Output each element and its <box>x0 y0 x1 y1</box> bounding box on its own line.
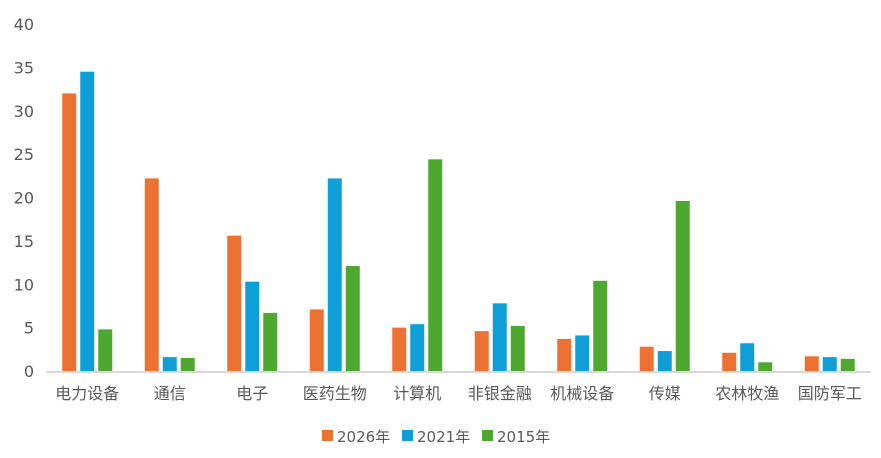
legend-swatch-2026年 <box>322 430 333 441</box>
bar-2015年-计算机 <box>428 159 443 371</box>
bar-2015年-机械设备 <box>593 280 608 371</box>
bar-2021年-传媒 <box>657 351 672 371</box>
x-tick-label: 电力设备 <box>55 384 119 403</box>
bar-2021年-医药生物 <box>327 178 342 371</box>
x-tick-label: 机械设备 <box>550 384 614 403</box>
y-tick-label: 35 <box>14 58 34 77</box>
x-tick-label: 通信 <box>154 384 186 403</box>
x-tick-label: 农林牧渔 <box>715 384 779 403</box>
bar-2021年-电子 <box>245 281 260 371</box>
bar-2026年-电力设备 <box>62 93 77 372</box>
bar-2021年-通信 <box>162 357 177 371</box>
bar-2026年-国防军工 <box>804 356 819 371</box>
bar-2015年-医药生物 <box>345 266 360 371</box>
bar-2026年-机械设备 <box>557 338 572 371</box>
bar-2026年-电子 <box>227 235 242 371</box>
bar-2021年-计算机 <box>410 324 425 371</box>
y-tick-label: 25 <box>14 145 34 164</box>
bar-2026年-传媒 <box>639 346 654 371</box>
bar-2015年-非银金融 <box>510 325 525 371</box>
bar-2015年-电力设备 <box>98 329 113 371</box>
bar-2026年-农林牧渔 <box>722 352 737 371</box>
legend-swatch-2015年 <box>482 430 493 441</box>
x-tick-label: 非银金融 <box>468 384 532 403</box>
x-tick-label: 医药生物 <box>303 384 367 403</box>
bar-2021年-农林牧渔 <box>740 343 755 371</box>
bar-2026年-计算机 <box>392 327 407 371</box>
bar-2015年-电子 <box>263 312 278 371</box>
bar-2021年-非银金融 <box>492 303 507 371</box>
legend-label: 2021年 <box>417 428 470 446</box>
bar-2021年-国防军工 <box>822 357 837 371</box>
legend-label: 2026年 <box>337 428 390 446</box>
y-tick-label: 20 <box>14 189 34 208</box>
x-tick-label: 电子 <box>236 384 268 403</box>
y-tick-label: 15 <box>14 232 34 251</box>
y-tick-label: 40 <box>14 15 34 34</box>
bar-2021年-电力设备 <box>80 71 95 372</box>
bar-2015年-通信 <box>180 357 195 371</box>
x-tick-label: 计算机 <box>393 384 441 403</box>
y-tick-label: 10 <box>14 275 34 294</box>
bar-2026年-非银金融 <box>474 331 489 371</box>
bar-2021年-机械设备 <box>575 335 590 371</box>
y-tick-label: 5 <box>24 319 34 338</box>
bar-2015年-传媒 <box>675 200 690 371</box>
legend-swatch-2021年 <box>402 430 413 441</box>
bar-2015年-国防军工 <box>840 358 855 371</box>
x-tick-label: 国防军工 <box>798 384 862 403</box>
y-tick-label: 0 <box>24 362 34 381</box>
bar-2026年-医药生物 <box>309 309 324 371</box>
bar-2015年-农林牧渔 <box>758 362 773 371</box>
y-tick-label: 30 <box>14 102 34 121</box>
legend-label: 2015年 <box>497 428 550 446</box>
bar-2026年-通信 <box>144 178 159 371</box>
x-tick-label: 传媒 <box>649 384 681 403</box>
